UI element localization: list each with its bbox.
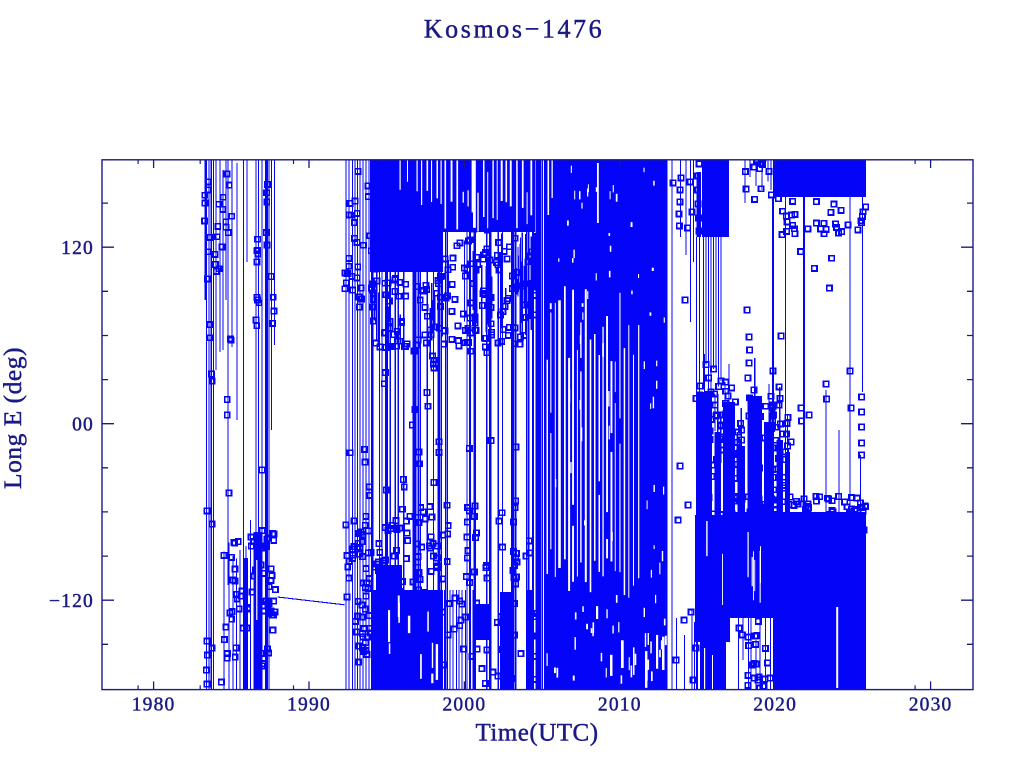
svg-text:−120: −120 (49, 591, 94, 612)
svg-text:00: 00 (72, 415, 94, 436)
svg-text:2010: 2010 (598, 694, 642, 715)
svg-text:1990: 1990 (287, 694, 331, 715)
svg-text:2020: 2020 (753, 694, 797, 715)
svg-text:Long E (deg): Long E (deg) (0, 347, 27, 489)
svg-text:2000: 2000 (442, 694, 486, 715)
svg-text:120: 120 (61, 238, 94, 259)
svg-text:Time(UTC): Time(UTC) (475, 720, 598, 747)
svg-text:1980: 1980 (132, 694, 176, 715)
svg-text:Kosmos−1476: Kosmos−1476 (424, 15, 605, 44)
svg-text:2030: 2030 (909, 694, 953, 715)
